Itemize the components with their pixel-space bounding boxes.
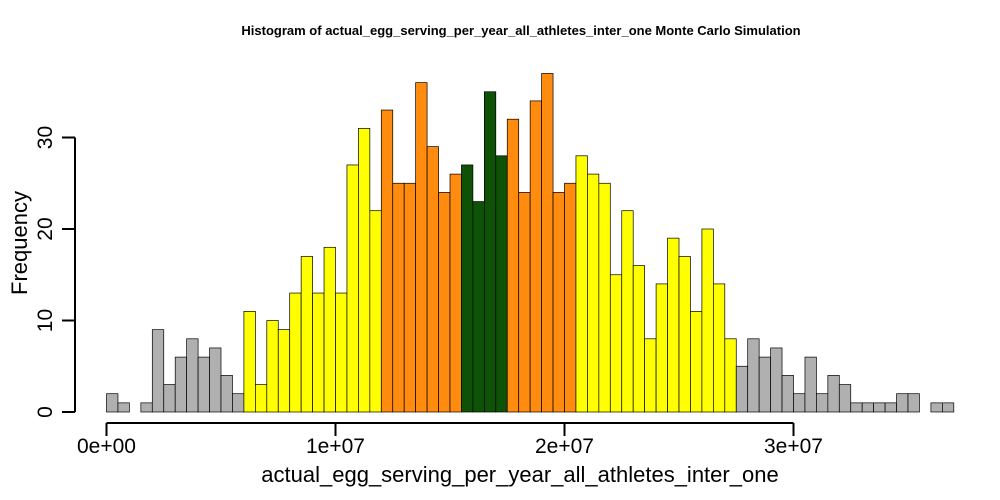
y-tick-label: 30 [34,126,57,149]
histogram-bar [564,182,577,413]
histogram-bar [426,146,439,413]
histogram-bar [106,393,119,413]
histogram-bar [621,210,634,413]
histogram-bar [197,356,210,413]
histogram-bar [804,356,817,413]
histogram-bar [289,292,302,413]
histogram-bar [300,256,313,413]
histogram-bar [186,338,199,413]
histogram-bar [747,338,760,413]
histogram-bar [930,402,943,413]
histogram-bar [369,210,382,413]
histogram-bar [335,292,348,413]
histogram-bar [816,393,829,413]
histogram-bar [346,164,359,413]
y-tick-label: 10 [34,309,57,332]
histogram-bar [724,338,737,413]
histogram-bar [209,347,222,413]
y-axis: 0 10 20 30 [34,126,76,418]
histogram-bar [667,237,680,413]
histogram-bar [117,402,130,413]
histogram-bar [941,402,955,413]
histogram-bar [575,155,588,413]
histogram-bar [781,375,794,413]
histogram-bar [140,402,153,413]
y-axis-label: Frequency [7,191,32,295]
histogram-bar [472,201,485,413]
histogram-bar [655,283,668,413]
histogram-bar [392,182,405,413]
histogram-bar [484,91,497,413]
x-tick-label: 2e+07 [535,435,594,458]
histogram-bar [415,82,428,413]
histogram-bar [850,402,863,413]
histogram-bar [358,128,371,413]
histogram-bar [174,356,187,413]
histogram-bar [438,192,451,413]
histogram-bar [529,100,542,413]
histogram-bar [380,109,394,413]
histogram-bar [873,402,886,413]
histogram-bar [277,329,291,413]
histogram-bar [518,192,531,413]
histogram-bar [896,393,909,413]
histogram-bar [232,393,245,413]
histogram-bar [598,182,611,413]
histogram-bar [312,292,325,413]
histogram-bar [907,393,920,413]
histogram-bar [735,365,749,413]
histogram-bar [644,338,657,413]
histogram-bar [403,182,417,413]
histogram-bar [243,311,256,413]
histogram-bar [690,311,703,413]
x-tick-label: 1e+07 [306,435,365,458]
histogram-bar [827,375,840,413]
y-tick-label: 20 [34,217,57,240]
histogram-bar [266,320,279,413]
histogram-bar [609,274,623,413]
histogram-bar [220,375,233,413]
x-axis-label: actual_egg_serving_per_year_all_athletes… [261,462,778,487]
chart-title: Histogram of actual_egg_serving_per_year… [241,23,800,38]
x-axis: 0e+00 1e+07 2e+07 3e+07 [77,422,823,458]
histogram-bar [712,283,726,413]
histogram-bar [793,393,806,413]
histogram-bar [632,265,646,413]
histogram-bar [884,402,897,413]
histogram-bar [701,228,714,413]
histogram-bar [541,73,554,413]
histogram-bar [861,402,875,413]
histogram-bar [506,118,520,413]
histogram-bar [678,256,691,413]
histogram-bar [758,356,771,413]
histogram-bar [838,384,852,413]
histogram-bar [151,329,165,413]
histogram-bar [449,173,462,413]
histogram-bar [552,192,565,413]
histogram-bar [255,384,268,413]
histogram-bar [461,164,474,413]
x-tick-label: 0e+00 [77,435,136,458]
histogram-bar [495,155,508,413]
histogram-bar [770,347,783,413]
x-tick-label: 3e+07 [764,435,823,458]
histogram-bar [323,246,336,413]
y-tick-label: 0 [34,406,57,418]
bars-group [106,73,955,413]
histogram-bar [163,384,176,413]
histogram-bar [587,173,600,413]
